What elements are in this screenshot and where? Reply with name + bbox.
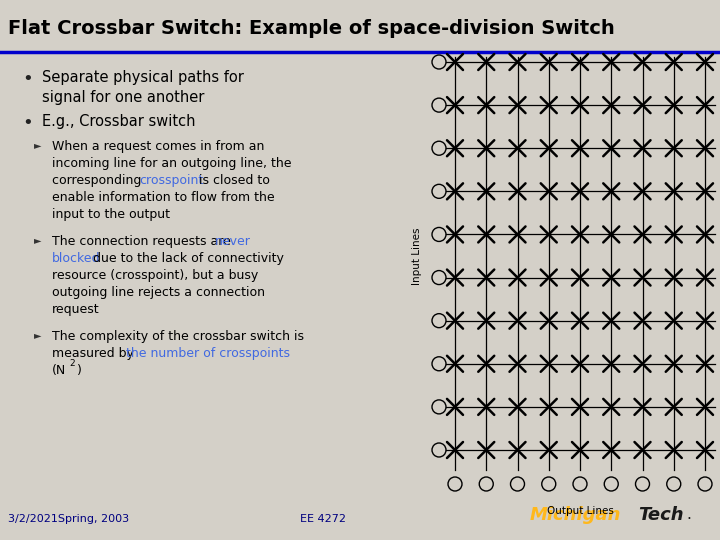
Text: 3/2/2021Spring, 2003: 3/2/2021Spring, 2003 [8,514,129,524]
Text: corresponding: corresponding [52,174,145,187]
FancyBboxPatch shape [0,0,720,52]
Text: EE 4272: EE 4272 [300,514,346,524]
Text: measured by: measured by [52,347,138,360]
Text: Output Lines: Output Lines [546,506,613,516]
Text: .: . [686,507,691,522]
Text: Flat Crossbar Switch: Example of space-division Switch: Flat Crossbar Switch: Example of space-d… [8,18,615,37]
Text: E.g., Crossbar switch: E.g., Crossbar switch [42,114,196,129]
Text: input to the output: input to the output [52,208,170,221]
Text: The connection requests are: The connection requests are [52,235,235,248]
Text: •: • [22,70,33,88]
Text: Separate physical paths for: Separate physical paths for [42,70,244,85]
Text: incoming line for an outgoing line, the: incoming line for an outgoing line, the [52,157,292,170]
Text: resource (crosspoint), but a busy: resource (crosspoint), but a busy [52,269,258,282]
Text: ►: ► [34,235,42,245]
Text: signal for one another: signal for one another [42,90,204,105]
Text: 2: 2 [69,359,75,368]
Text: enable information to flow from the: enable information to flow from the [52,191,274,204]
Text: outgoing line rejects a connection: outgoing line rejects a connection [52,286,265,299]
Text: The complexity of the crossbar switch is: The complexity of the crossbar switch is [52,330,304,343]
Text: Tech: Tech [638,506,683,524]
Text: ): ) [77,364,82,377]
Text: •: • [22,114,33,132]
Text: (N: (N [52,364,66,377]
Text: When a request comes in from an: When a request comes in from an [52,140,264,153]
Text: never: never [215,235,251,248]
Text: Michigan: Michigan [530,506,621,524]
Text: Input Lines: Input Lines [412,227,422,285]
Text: blocked: blocked [52,252,101,265]
Text: the number of crosspoints: the number of crosspoints [126,347,290,360]
Text: ►: ► [34,140,42,150]
Text: ►: ► [34,330,42,340]
Text: request: request [52,303,99,316]
Text: crosspoint: crosspoint [139,174,203,187]
Text: due to the lack of connectivity: due to the lack of connectivity [89,252,284,265]
Text: is closed to: is closed to [195,174,270,187]
